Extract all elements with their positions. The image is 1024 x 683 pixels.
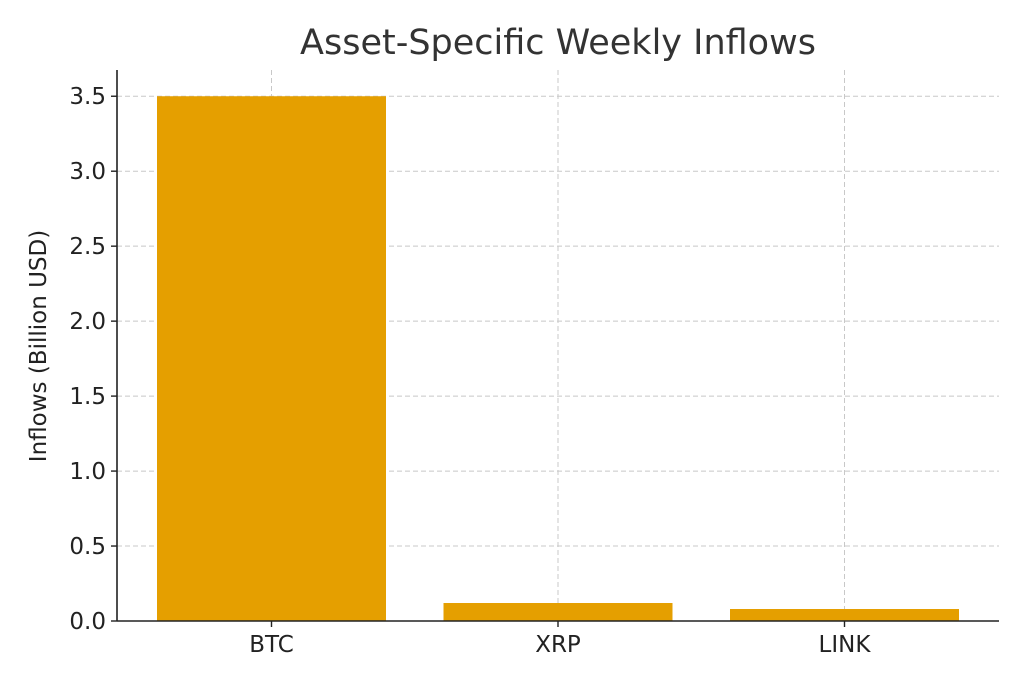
y-tick-label: 1.0	[69, 459, 106, 485]
y-tick-label: 1.5	[69, 384, 106, 410]
y-tick-label: 2.0	[69, 309, 106, 335]
y-tick-label: 3.5	[69, 84, 106, 110]
chart-title: Asset-Specific Weekly Inflows	[300, 23, 816, 63]
y-tick-label: 0.0	[69, 609, 106, 635]
x-tick-label: XRP	[535, 632, 581, 658]
y-tick-label: 3.0	[69, 159, 106, 185]
y-tick-label: 0.5	[69, 534, 106, 560]
bar-link	[730, 609, 959, 621]
bar-btc	[157, 96, 386, 621]
y-axis-label: Inflows (Billion USD)	[26, 230, 52, 462]
x-tick-label: LINK	[819, 632, 872, 658]
bars	[157, 96, 959, 621]
ticks: 0.0 0.5 1.0 1.5 2.0 2.5 3.0 3.5 BTC XRP LINK	[69, 84, 871, 658]
y-tick-label: 2.5	[69, 234, 106, 260]
x-tick-label: BTC	[249, 632, 294, 658]
bar-xrp	[443, 603, 673, 621]
